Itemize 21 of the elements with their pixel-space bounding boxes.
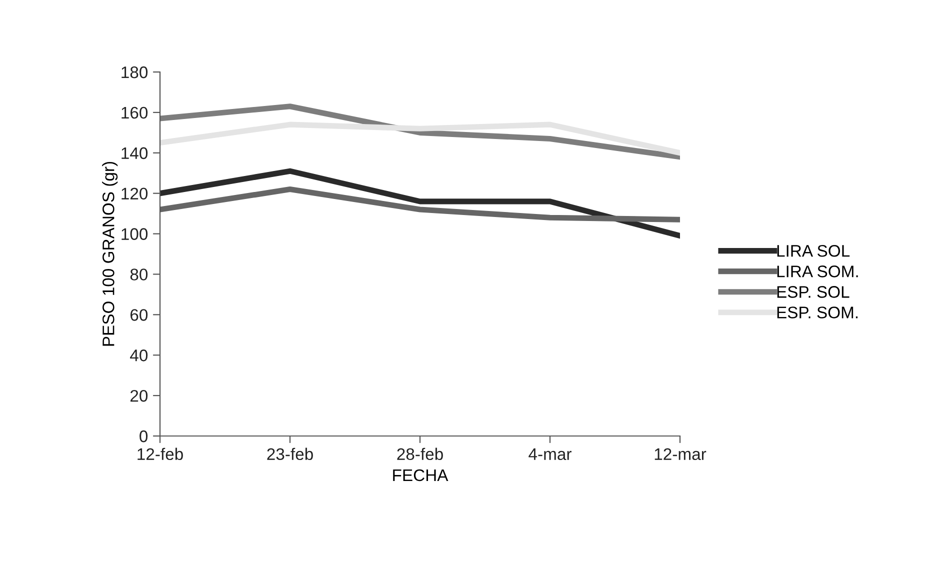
x-axis-title: FECHA <box>393 469 448 482</box>
x-tick-label: 28-feb <box>397 448 443 460</box>
y-tick-label: 140 <box>122 147 148 160</box>
x-tick-label: 12-feb <box>138 448 183 460</box>
y-tick-label: 180 <box>122 66 148 78</box>
y-tick-label: 100 <box>122 228 148 240</box>
y-tick-label: 20 <box>130 390 148 402</box>
legend-label: ESP. SOM. <box>777 306 858 318</box>
y-tick-label: 160 <box>122 106 148 119</box>
x-tick-label: 4-mar <box>528 448 572 460</box>
x-tick-label: 23-feb <box>267 448 313 460</box>
legend-label: ESP. SOL <box>777 286 850 298</box>
y-tick-label: 60 <box>130 309 148 321</box>
y-axis-title: PESO 100 GRANOS (gr) <box>102 162 118 346</box>
y-tick-label: 120 <box>122 188 148 200</box>
legend-label: LIRA SOM. <box>777 266 858 278</box>
legend-label: LIRA SOL <box>777 244 850 257</box>
y-tick-label: 40 <box>130 350 148 362</box>
y-tick-label: 0 <box>140 430 148 442</box>
x-tick-label: 12-mar <box>654 448 706 460</box>
y-tick-label: 80 <box>130 268 148 280</box>
